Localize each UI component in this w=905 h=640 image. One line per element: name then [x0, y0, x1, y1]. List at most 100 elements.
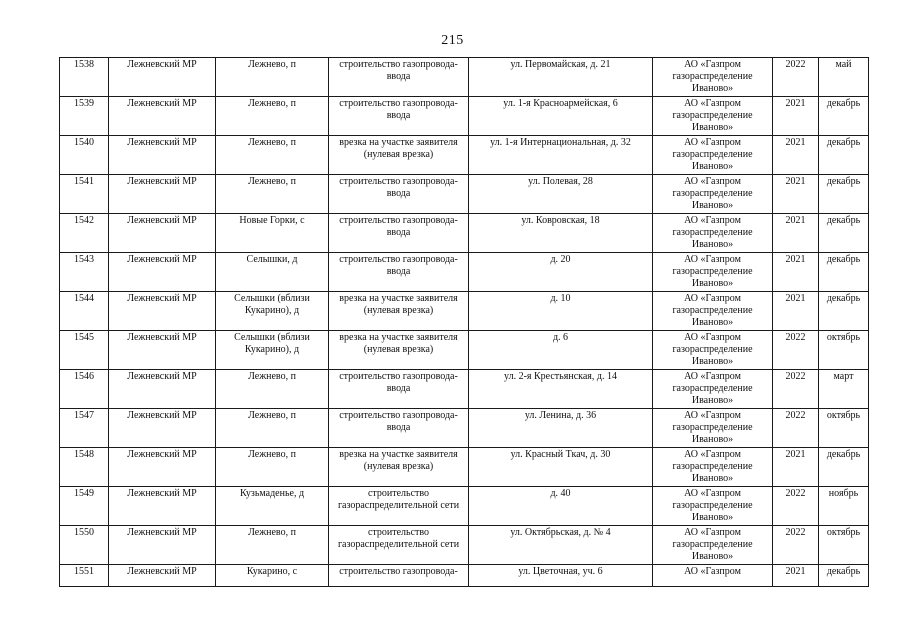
- cell-month: декабрь: [818, 96, 869, 136]
- cell-address: ул. 1-я Красноармейская, 6: [468, 96, 653, 136]
- cell-month: октябрь: [818, 525, 869, 565]
- cell-district: Лежневский МР: [108, 252, 216, 292]
- cell-work: врезка на участке заявителя (нулевая вре…: [328, 330, 469, 370]
- cell-settlement: Лежнево, п: [215, 447, 329, 487]
- cell-address: ул. Красный Ткач, д. 30: [468, 447, 653, 487]
- cell-settlement: Селышки, д: [215, 252, 329, 292]
- cell-year: 2022: [772, 330, 819, 370]
- cell-address: д. 6: [468, 330, 653, 370]
- table-row: 1545 Лежневский МР Селышки (вблизи Кукарин…: [59, 330, 869, 370]
- cell-org: АО «Газпром газораспределение Иваново»: [652, 252, 773, 292]
- cell-settlement: Лежнево, п: [215, 174, 329, 214]
- cell-district: Лежневский МР: [108, 447, 216, 487]
- cell-month: декабрь: [818, 291, 869, 331]
- cell-id: 1545: [59, 330, 109, 370]
- cell-id: 1547: [59, 408, 109, 448]
- cell-month: март: [818, 369, 869, 409]
- cell-work: строительство газопровода-ввода: [328, 57, 469, 97]
- cell-district: Лежневский МР: [108, 213, 216, 253]
- cell-month: октябрь: [818, 408, 869, 448]
- cell-id: 1539: [59, 96, 109, 136]
- cell-settlement: Кукарино, с: [215, 564, 329, 587]
- cell-address: ул. 1-я Интернациональная, д. 32: [468, 135, 653, 175]
- cell-org: АО «Газпром газораспределение Иваново»: [652, 174, 773, 214]
- cell-settlement: Селышки (вблизи Кукарино), д: [215, 291, 329, 331]
- cell-work: строительство газопровода-: [328, 564, 469, 587]
- cell-year: 2022: [772, 408, 819, 448]
- cell-org: АО «Газпром газораспределение Иваново»: [652, 447, 773, 487]
- cell-org: АО «Газпром газораспределение Иваново»: [652, 213, 773, 253]
- cell-settlement: Лежнево, п: [215, 525, 329, 565]
- cell-year: 2021: [772, 135, 819, 175]
- cell-year: 2022: [772, 369, 819, 409]
- cell-year: 2021: [772, 564, 819, 587]
- cell-work: строительство газопровода-ввода: [328, 213, 469, 253]
- cell-district: Лежневский МР: [108, 486, 216, 526]
- cell-district: Лежневский МР: [108, 525, 216, 565]
- table-row: 1538 Лежневский МР Лежнево, п строительство…: [59, 57, 869, 97]
- cell-year: 2022: [772, 57, 819, 97]
- table-row: 1546 Лежневский МР Лежнево, п строительство…: [59, 369, 869, 409]
- table-row: 1548 Лежневский МР Лежнево, п врезка на уча…: [59, 447, 869, 487]
- cell-month: декабрь: [818, 174, 869, 214]
- cell-id: 1549: [59, 486, 109, 526]
- cell-work: строительство газораспределительной сети: [328, 486, 469, 526]
- cell-work: строительство газопровода-ввода: [328, 96, 469, 136]
- cell-work: врезка на участке заявителя (нулевая вре…: [328, 447, 469, 487]
- cell-settlement: Кузьмаденье, д: [215, 486, 329, 526]
- cell-address: ул. Октябрьская, д. № 4: [468, 525, 653, 565]
- registry-table-body: 1538 Лежневский МР Лежнево, п строительство…: [59, 57, 869, 587]
- page-number: 215: [441, 33, 464, 48]
- cell-id: 1543: [59, 252, 109, 292]
- cell-id: 1538: [59, 57, 109, 97]
- cell-org: АО «Газпром: [652, 564, 773, 587]
- cell-org: АО «Газпром газораспределение Иваново»: [652, 330, 773, 370]
- cell-district: Лежневский МР: [108, 135, 216, 175]
- cell-settlement: Лежнево, п: [215, 135, 329, 175]
- table-row: 1547 Лежневский МР Лежнево, п строительство…: [59, 408, 869, 448]
- cell-org: АО «Газпром газораспределение Иваново»: [652, 57, 773, 97]
- cell-district: Лежневский МР: [108, 408, 216, 448]
- cell-year: 2021: [772, 174, 819, 214]
- cell-address: ул. Цветочная, уч. 6: [468, 564, 653, 587]
- cell-address: д. 10: [468, 291, 653, 331]
- cell-id: 1550: [59, 525, 109, 565]
- cell-settlement: Лежнево, п: [215, 408, 329, 448]
- cell-id: 1548: [59, 447, 109, 487]
- cell-work: строительство газопровода-ввода: [328, 252, 469, 292]
- table-row: 1540 Лежневский МР Лежнево, п врезка на уча…: [59, 135, 869, 175]
- table-row: 1549 Лежневский МР Кузьмаденье, д строитель…: [59, 486, 869, 526]
- cell-month: октябрь: [818, 330, 869, 370]
- cell-month: декабрь: [818, 213, 869, 253]
- cell-month: декабрь: [818, 252, 869, 292]
- cell-month: декабрь: [818, 447, 869, 487]
- table-row: 1541 Лежневский МР Лежнево, п строительство…: [59, 174, 869, 214]
- cell-work: строительство газопровода-ввода: [328, 174, 469, 214]
- table-row: 1542 Лежневский МР Новые Горки, с строитель…: [59, 213, 869, 253]
- cell-work: строительство газопровода-ввода: [328, 408, 469, 448]
- cell-id: 1546: [59, 369, 109, 409]
- cell-year: 2021: [772, 447, 819, 487]
- table-row: 1550 Лежневский МР Лежнево, п строительство…: [59, 525, 869, 565]
- cell-settlement: Лежнево, п: [215, 369, 329, 409]
- cell-district: Лежневский МР: [108, 369, 216, 409]
- cell-work: строительство газораспределительной сети: [328, 525, 469, 565]
- cell-id: 1542: [59, 213, 109, 253]
- cell-year: 2021: [772, 291, 819, 331]
- cell-id: 1541: [59, 174, 109, 214]
- cell-month: декабрь: [818, 564, 869, 587]
- cell-work: строительство газопровода-ввода: [328, 369, 469, 409]
- cell-month: май: [818, 57, 869, 97]
- cell-settlement: Лежнево, п: [215, 57, 329, 97]
- cell-address: ул. Первомайская, д. 21: [468, 57, 653, 97]
- cell-settlement: Новые Горки, с: [215, 213, 329, 253]
- table-row: 1551 Лежневский МР Кукарино, с строительств…: [59, 564, 869, 587]
- cell-settlement: Селышки (вблизи Кукарино), д: [215, 330, 329, 370]
- table-row: 1544 Лежневский МР Селышки (вблизи Кукарин…: [59, 291, 869, 331]
- cell-year: 2021: [772, 96, 819, 136]
- cell-org: АО «Газпром газораспределение Иваново»: [652, 96, 773, 136]
- cell-year: 2022: [772, 525, 819, 565]
- cell-org: АО «Газпром газораспределение Иваново»: [652, 486, 773, 526]
- cell-year: 2021: [772, 213, 819, 253]
